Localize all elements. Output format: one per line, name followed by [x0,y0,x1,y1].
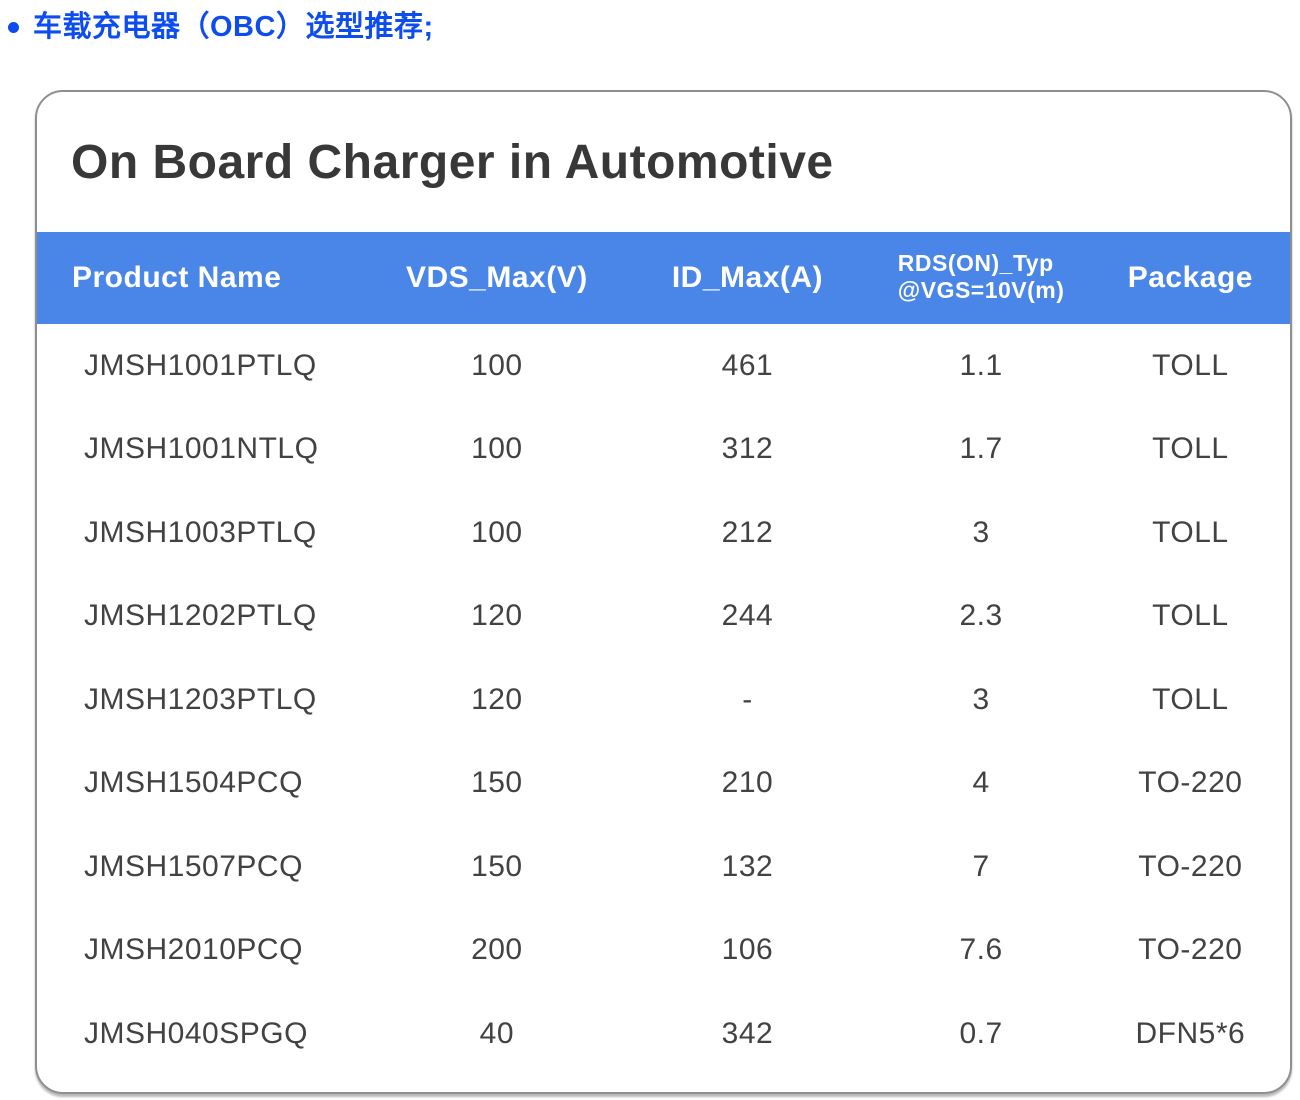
table-cell: 100 [471,432,523,466]
column-header-rds-line1: RDS(ON)_Typ [897,249,1054,276]
table-title: On Board Charger in Automotive [71,135,834,189]
page-heading-text: 车载充电器（OBC）选型推荐; [33,11,434,43]
table-cell: - [742,682,753,716]
column-header-id-max: ID_Max(A) [623,232,872,324]
table-cell: 3 [972,515,990,549]
table-cell: JMSH1001PTLQ [84,348,317,382]
table-cell: JMSH040SPGQ [84,1016,308,1050]
table-cell: 2.3 [959,599,1003,633]
table-header-row: Product Name VDS_Max(V) ID_Max(A) RDS(ON… [37,232,1290,324]
column-header-vds-max: VDS_Max(V) [370,232,624,324]
table-row: JMSH2010PCQ 200 106 7.6 TO-220 [37,909,1290,993]
table-cell: TOLL [1152,348,1229,382]
table-cell: JMSH1507PCQ [84,849,303,883]
table-cell: 3 [972,682,990,716]
table-cell: 100 [471,515,523,549]
table-row: JMSH1203PTLQ 120 - 3 TOLL [37,658,1290,742]
product-table: Product Name VDS_Max(V) ID_Max(A) RDS(ON… [37,232,1290,1076]
table-cell: 212 [721,515,774,549]
table-row: JMSH1504PCQ 150 210 4 TO-220 [37,742,1290,826]
table-cell: 200 [471,933,523,967]
table-row: JMSH1202PTLQ 120 244 2.3 TOLL [37,575,1290,659]
table-cell: JMSH1504PCQ [84,766,303,800]
table-cell: JMSH1001NTLQ [84,432,319,466]
table-row: JMSH1001NTLQ 100 312 1.7 TOLL [37,408,1290,492]
column-header-product-name: Product Name [37,232,371,324]
bullet-icon [8,22,19,34]
table-cell: TO-220 [1138,933,1243,967]
table-cell: 106 [721,933,774,967]
table-cell: 132 [721,849,774,883]
table-cell: DFN5*6 [1135,1016,1246,1050]
table-cell: 342 [721,1016,774,1050]
table-cell: 461 [721,348,774,382]
table-cell: 40 [479,1016,515,1050]
page-heading: 车载充电器（OBC）选型推荐; [8,11,434,44]
column-header-package: Package [1090,232,1290,324]
table-cell: 210 [721,766,774,800]
column-header-rds-line2: @VGS=10V(m) [897,277,1065,304]
table-cell: TO-220 [1138,849,1243,883]
table-cell: 150 [471,766,523,800]
table-row: JMSH040SPGQ 40 342 0.7 DFN5*6 [37,992,1290,1076]
table-row: JMSH1001PTLQ 100 461 1.1 TOLL [37,324,1290,408]
column-header-rds-lines: RDS(ON)_Typ @VGS=10V(m) [898,250,1065,305]
table-cell: JMSH1203PTLQ [84,682,317,716]
column-header-rds-typ: RDS(ON)_Typ @VGS=10V(m) [871,232,1091,324]
table-cell: 7.6 [959,933,1003,967]
table-cell: TOLL [1152,432,1229,466]
table-cell: 120 [471,682,523,716]
table-cell: 100 [471,348,523,382]
table-cell: 1.7 [959,432,1003,466]
table-cell: 7 [972,849,990,883]
table-cell: JMSH2010PCQ [84,933,303,967]
table-row: JMSH1507PCQ 150 132 7 TO-220 [37,825,1290,909]
table-cell: 244 [721,599,774,633]
table-cell: 312 [721,432,774,466]
table-cell: 4 [972,766,990,800]
table-row: JMSH1003PTLQ 100 212 3 TOLL [37,491,1290,575]
table-cell: JMSH1202PTLQ [84,599,317,633]
table-cell: TO-220 [1138,766,1243,800]
table-cell: TOLL [1152,515,1229,549]
table-cell: 1.1 [959,348,1003,382]
table-cell: 120 [471,599,523,633]
table-cell: TOLL [1152,682,1229,716]
table-cell: 150 [471,849,523,883]
table-cell: JMSH1003PTLQ [84,515,317,549]
table-cell: TOLL [1152,599,1229,633]
table-cell: 0.7 [959,1016,1003,1050]
product-table-card: On Board Charger in Automotive Product N… [35,90,1292,1094]
table-body: JMSH1001PTLQ 100 461 1.1 TOLL JMSH1001NTLQ 100… [37,324,1290,1076]
